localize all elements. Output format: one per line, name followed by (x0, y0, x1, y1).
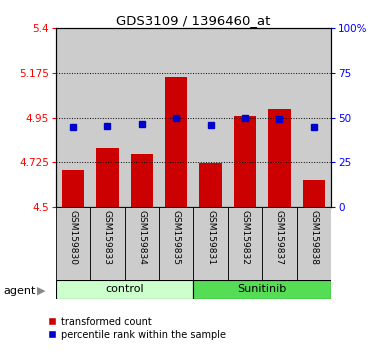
Text: GSM159830: GSM159830 (69, 210, 77, 265)
Text: Sunitinib: Sunitinib (238, 284, 287, 295)
Bar (228, 28, 262, 207)
Bar (194, 207, 228, 280)
Bar (90, 28, 125, 207)
Bar (56, 207, 90, 280)
Bar (125, 207, 159, 280)
Legend: transformed count, percentile rank within the sample: transformed count, percentile rank withi… (44, 313, 230, 344)
Text: control: control (105, 284, 144, 295)
Bar (159, 28, 194, 207)
Bar (268, 109, 291, 207)
Bar (262, 207, 297, 280)
Bar (159, 207, 194, 280)
Bar (194, 28, 228, 207)
Bar (228, 207, 262, 280)
Bar (297, 28, 331, 207)
Bar (90, 207, 125, 280)
Text: GSM159835: GSM159835 (172, 210, 181, 265)
Bar (165, 77, 187, 207)
Bar (194, 280, 331, 299)
Text: GSM159838: GSM159838 (310, 210, 318, 265)
Bar (56, 28, 90, 207)
Bar (303, 180, 325, 207)
Bar (228, 28, 262, 207)
Text: GSM159833: GSM159833 (103, 210, 112, 265)
Bar (62, 170, 84, 207)
Bar (131, 154, 153, 207)
Bar (262, 28, 297, 207)
Text: GSM159832: GSM159832 (241, 210, 249, 265)
Bar (159, 28, 194, 207)
Bar (90, 28, 125, 207)
Text: GSM159837: GSM159837 (275, 210, 284, 265)
Bar (262, 28, 297, 207)
Bar (125, 28, 159, 207)
Bar (297, 207, 331, 280)
Bar (234, 116, 256, 207)
Bar (96, 148, 119, 207)
Bar (56, 28, 90, 207)
Text: GSM159831: GSM159831 (206, 210, 215, 265)
Bar (199, 164, 222, 207)
Text: agent: agent (4, 286, 36, 296)
Title: GDS3109 / 1396460_at: GDS3109 / 1396460_at (116, 14, 271, 27)
Bar (297, 28, 331, 207)
Text: ▶: ▶ (37, 286, 45, 296)
Bar (56, 280, 194, 299)
Text: GSM159834: GSM159834 (137, 210, 146, 265)
Bar (125, 28, 159, 207)
Bar (194, 28, 228, 207)
